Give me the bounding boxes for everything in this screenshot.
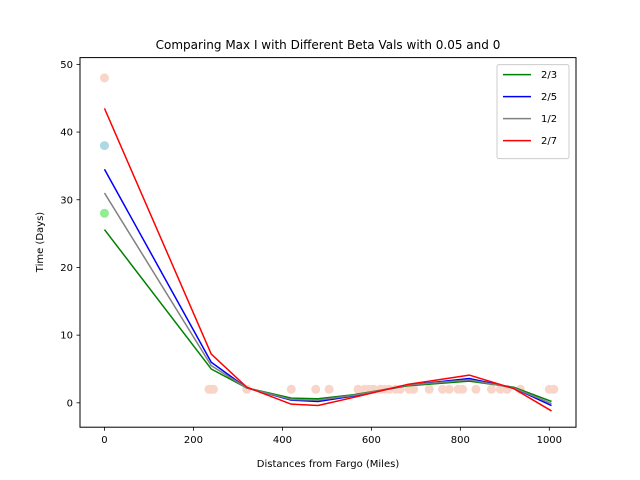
plot-frame xyxy=(79,57,577,428)
scatter-point xyxy=(311,384,321,394)
scatter-point xyxy=(99,141,109,151)
y-axis: 0 10 20 30 40 50 xyxy=(60,60,80,409)
scatter-point xyxy=(409,384,419,394)
scatter-point xyxy=(458,384,468,394)
scatter-point xyxy=(438,384,448,394)
legend-label: 2/3 xyxy=(541,70,557,81)
scatter-point xyxy=(495,384,505,394)
legend-box xyxy=(496,64,570,160)
x-tick-label: 200 xyxy=(184,435,203,446)
scatter-point xyxy=(353,384,363,394)
y-axis-title: Time (Days) xyxy=(35,212,46,274)
x-tick-label: 0 xyxy=(101,435,107,446)
scatter-point xyxy=(99,208,109,218)
scatter-point xyxy=(444,384,454,394)
series-lines xyxy=(103,108,552,412)
y-tick-label: 0 xyxy=(67,398,73,409)
chart-title: Comparing Max I with Different Beta Vals… xyxy=(156,38,501,52)
scatter-point xyxy=(549,384,559,394)
y-tick-label: 20 xyxy=(60,263,73,274)
x-tick-label: 1000 xyxy=(537,435,562,446)
scatter-point xyxy=(486,384,496,394)
y-tick-label: 40 xyxy=(60,128,73,139)
legend-label: 2/7 xyxy=(541,136,557,147)
scatter-point xyxy=(208,384,218,394)
series-line xyxy=(103,192,552,405)
scatter-point xyxy=(286,384,296,394)
legend-label: 1/2 xyxy=(541,114,557,125)
legend-label: 2/5 xyxy=(541,92,557,103)
x-axis: 0 200 400 600 800 1000 xyxy=(101,427,562,446)
y-tick-label: 50 xyxy=(60,60,73,71)
scatter-point xyxy=(324,384,334,394)
scatter-point xyxy=(471,384,481,394)
x-tick-label: 600 xyxy=(362,435,381,446)
x-axis-title: Distances from Fargo (Miles) xyxy=(257,459,400,470)
legend: 2/3 2/5 1/2 2/7 xyxy=(496,64,570,160)
y-tick-label: 30 xyxy=(60,195,73,206)
y-tick-label: 10 xyxy=(60,331,73,342)
scatter-point xyxy=(99,73,109,83)
x-tick-label: 800 xyxy=(451,435,470,446)
series-line xyxy=(103,108,552,412)
scatter-point xyxy=(424,384,434,394)
x-tick-label: 400 xyxy=(273,435,292,446)
